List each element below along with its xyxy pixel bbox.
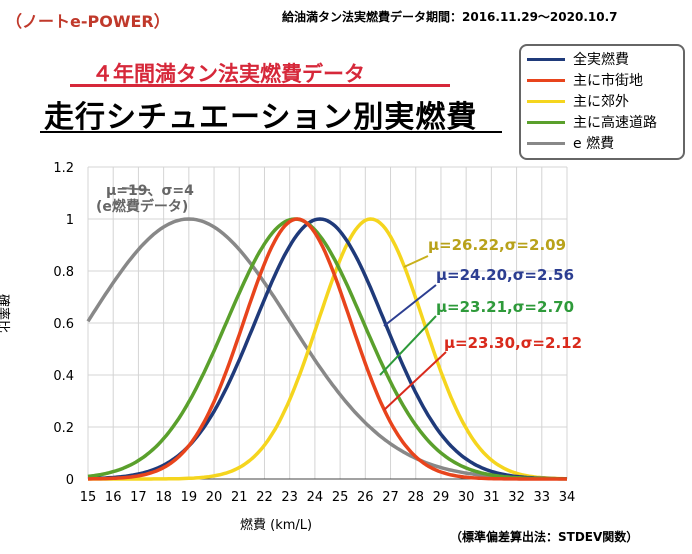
- annotation-e-source: (e燃費データ): [96, 199, 189, 215]
- title-underline: [40, 131, 502, 133]
- x-tick-label: 20: [206, 490, 223, 505]
- legend-label: 主に市街地: [573, 73, 643, 89]
- legend-swatch: [527, 121, 565, 124]
- x-tick-label: 24: [307, 490, 324, 505]
- x-tick-label: 34: [559, 490, 576, 505]
- legend-label: 全実燃費: [573, 52, 629, 68]
- x-tick-label: 29: [433, 490, 450, 505]
- legend-swatch: [527, 100, 565, 103]
- leader-city: [383, 351, 447, 411]
- x-tick-label: 23: [281, 490, 298, 505]
- series-line-1: [88, 217, 567, 481]
- x-tick-label: 28: [407, 490, 424, 505]
- leader-all: [383, 284, 437, 327]
- annotation-all: μ=24.20,σ=2.56: [436, 266, 575, 284]
- y-tick-label: 0: [66, 473, 74, 488]
- chart-legend: 全実燃費主に市街地主に郊外主に高速道路 e 燃費: [519, 44, 685, 160]
- y-tick-label: 0.4: [53, 369, 74, 384]
- y-tick-label: 0.6: [53, 317, 74, 332]
- x-tick-label: 17: [130, 490, 147, 505]
- annotation-suburb: μ=26.22,σ=2.09: [428, 236, 567, 254]
- leader-e: [121, 187, 151, 191]
- x-tick-label: 21: [231, 490, 248, 505]
- annotation-e-params: μ=19、σ=4: [106, 183, 194, 199]
- series-line-3: [87, 217, 567, 481]
- y-tick-label: 0.8: [53, 265, 74, 280]
- leader-highway: [379, 315, 437, 376]
- leader-suburb: [403, 255, 429, 268]
- x-tick-label: 15: [80, 490, 97, 505]
- legend-swatch: [527, 58, 565, 61]
- x-tick-label: 18: [155, 490, 172, 505]
- legend-swatch: [527, 142, 565, 145]
- x-tick-label: 19: [181, 490, 198, 505]
- legend-label: 主に郊外: [573, 94, 629, 110]
- y-tick-label: 1.2: [53, 161, 74, 176]
- legend-label: 主に高速道路: [573, 115, 657, 131]
- chart-plot: 15 16 17 18 19 20 21 22 23 24 25 26 27 28 29 30 31 32 33 34…: [53, 161, 576, 505]
- series-line-0: [87, 217, 567, 481]
- subtitle: ４年間満タン法実燃費データ: [92, 62, 365, 86]
- data-period: 給油満タン法実燃費データ期間：2016.11.29～2020.10.7: [282, 10, 618, 24]
- y-tick-label: 1: [66, 213, 74, 228]
- brand-label: （ノートe-POWER）: [6, 12, 170, 31]
- footnote: （標準偏差算出法：STDEV関数）: [450, 530, 639, 544]
- x-tick-label: 16: [105, 490, 122, 505]
- x-tick-label: 26: [357, 490, 374, 505]
- annotation-highway: μ=23.21,σ=2.70: [436, 298, 575, 316]
- x-tick-label: 27: [382, 490, 399, 505]
- x-tick-label: 22: [256, 490, 273, 505]
- y-axis-title: 確率比: [0, 294, 10, 334]
- subtitle-underline: [70, 84, 450, 87]
- x-tick-label: 33: [534, 490, 551, 505]
- x-tick-label: 32: [508, 490, 525, 505]
- legend-swatch: [527, 79, 565, 82]
- x-tick-label: 30: [458, 490, 475, 505]
- chart-title: 走行シチュエーション別実燃費: [44, 100, 478, 135]
- legend-label: e 燃費: [573, 136, 615, 152]
- annotation-city: μ=23.30,σ=2.12: [444, 334, 583, 352]
- x-axis-title: 燃費 (km/L): [240, 518, 313, 533]
- y-tick-label: 0.2: [53, 421, 74, 436]
- series-line-2: [88, 217, 567, 481]
- x-tick-label: 31: [483, 490, 500, 505]
- x-tick-label: 25: [332, 490, 349, 505]
